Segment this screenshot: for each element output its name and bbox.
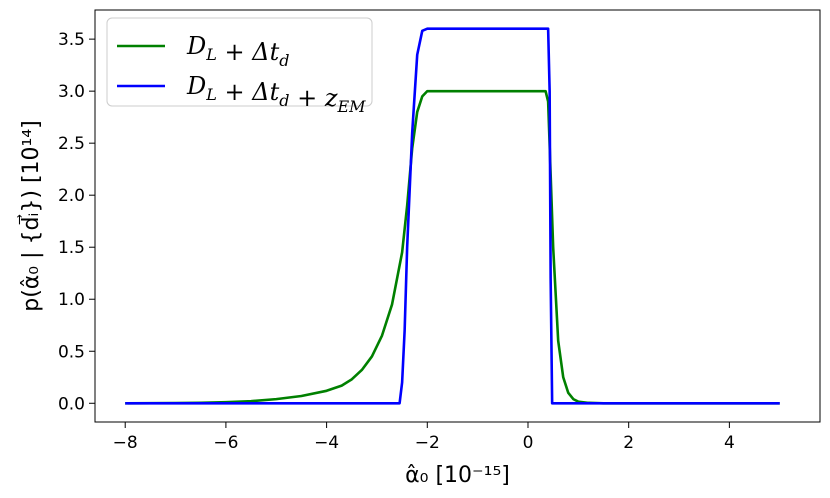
x-tick-label: −8 bbox=[113, 433, 138, 453]
series-lines bbox=[125, 27, 780, 405]
y-tick-label: 2.0 bbox=[58, 186, 85, 206]
y-tick-label: 3.0 bbox=[58, 82, 85, 102]
x-axis-ticks: −8 −6 −4 −2 0 2 4 bbox=[113, 422, 735, 453]
x-tick-label: −2 bbox=[415, 433, 440, 453]
y-tick-label: 2.5 bbox=[58, 134, 85, 154]
x-axis-label: α̂₀ [10⁻¹⁵] bbox=[405, 463, 510, 488]
x-tick-label: 2 bbox=[623, 433, 634, 453]
x-tick-label: −6 bbox=[213, 433, 238, 453]
y-axis-ticks: 0.0 0.5 1.0 1.5 2.0 2.5 3.0 3.5 bbox=[58, 30, 95, 414]
legend-label-1: DL + Δtd bbox=[186, 32, 289, 70]
legend-label-2: DL + Δtd + zEM bbox=[186, 72, 366, 116]
y-axis-label: p(α̂₀ | {d⃗ᵢ}) [10¹⁴] bbox=[17, 120, 44, 312]
plot-frame bbox=[94, 9, 821, 423]
y-tick-label: 1.0 bbox=[58, 290, 85, 310]
series-line-2 bbox=[125, 27, 780, 405]
y-tick-label: 1.5 bbox=[58, 238, 85, 258]
y-tick-label: 0.0 bbox=[58, 394, 85, 414]
legend-box bbox=[106, 17, 373, 107]
x-tick-label: 4 bbox=[724, 433, 735, 453]
x-tick-label: 0 bbox=[523, 433, 534, 453]
x-tick-label: −4 bbox=[314, 433, 339, 453]
y-tick-label: 3.5 bbox=[58, 30, 85, 50]
y-tick-label: 0.5 bbox=[58, 342, 85, 362]
series-line-1 bbox=[125, 89, 780, 405]
